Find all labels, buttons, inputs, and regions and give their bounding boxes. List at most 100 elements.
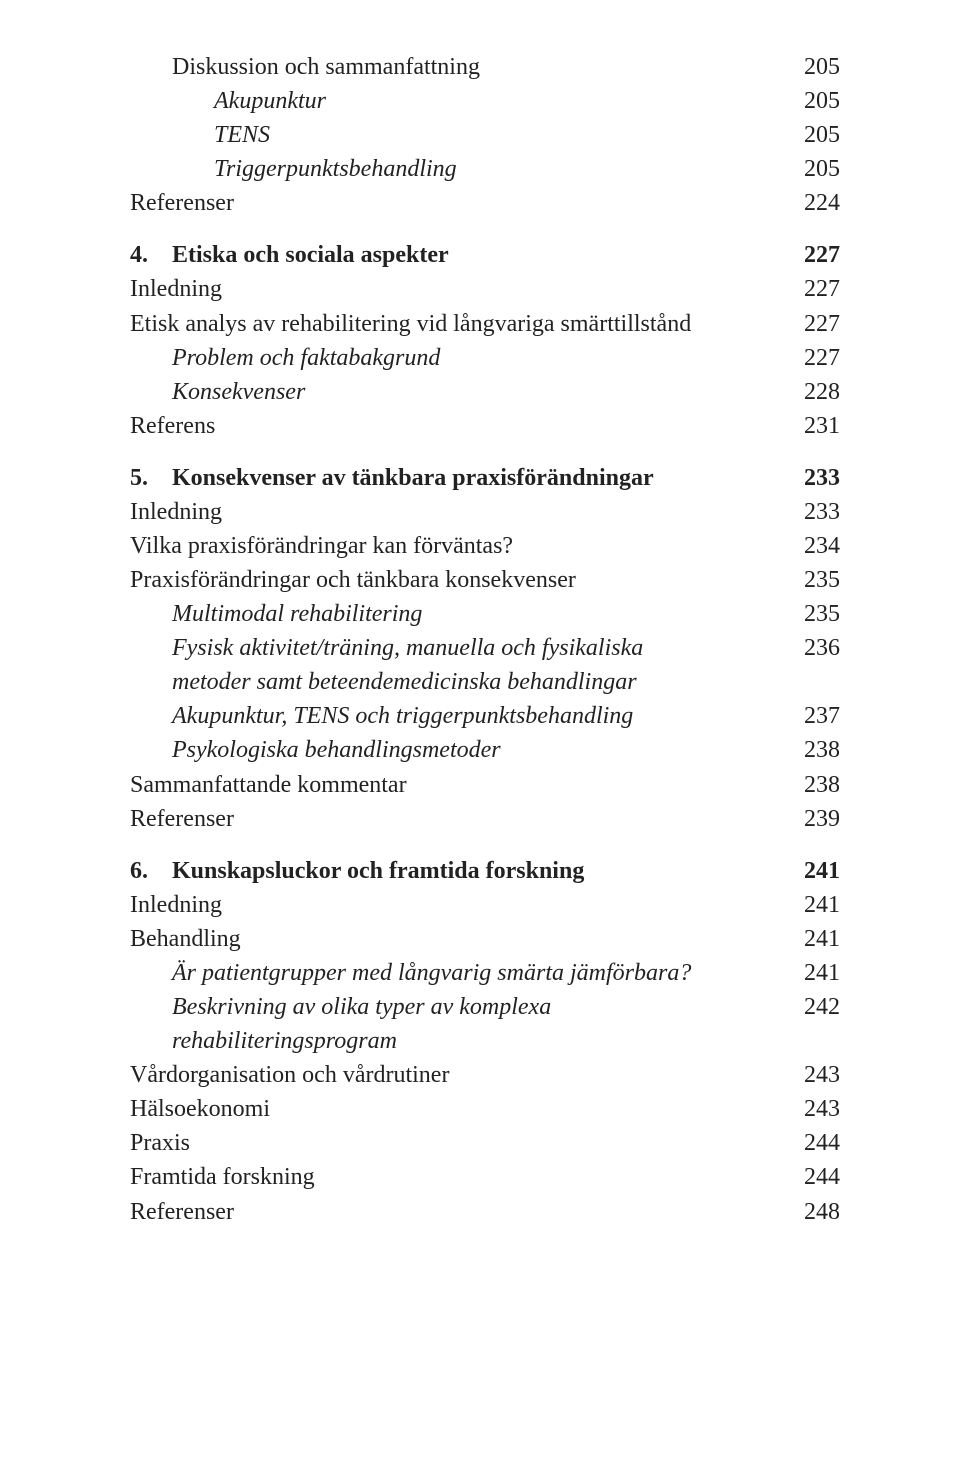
toc-page-number: 227 (780, 341, 840, 375)
toc-section-title: Konsekvenser av tänkbara praxisförändnin… (172, 461, 768, 495)
toc-page-number: 227 (780, 307, 840, 341)
toc-page-number: 227 (780, 238, 840, 272)
toc-entry-label: Fysisk aktivitet/träning, manuella och f… (130, 631, 780, 665)
toc-entry: Diskussion och sammanfattning205 (130, 50, 840, 84)
toc-section-title: Kunskapsluckor och framtida forskning (172, 854, 768, 888)
toc-page-number: 236 (780, 631, 840, 665)
toc-entry: Problem och faktabakgrund227 (130, 341, 840, 375)
toc-entry-label: Inledning (130, 888, 780, 922)
toc-page-number: 241 (780, 922, 840, 956)
toc-entry-label: Vårdorganisation och vårdrutiner (130, 1058, 780, 1092)
toc-entry-label: Referenser (130, 186, 780, 220)
toc-entry: Behandling241 (130, 922, 840, 956)
toc-page-number: 248 (780, 1195, 840, 1229)
toc-entry: Sammanfattande kommentar238 (130, 768, 840, 802)
toc-entry-label: Akupunktur (130, 84, 780, 118)
toc-page-number: 241 (780, 956, 840, 990)
toc-page-number: 224 (780, 186, 840, 220)
toc-entry: rehabiliteringsprogram (130, 1024, 840, 1058)
toc-entry-label: Sammanfattande kommentar (130, 768, 780, 802)
toc-entry-label: Referenser (130, 1195, 780, 1229)
toc-entry: Inledning241 (130, 888, 840, 922)
toc-page-number: 242 (780, 990, 840, 1024)
toc-page-number: 244 (780, 1126, 840, 1160)
section-gap (130, 836, 840, 854)
section-gap (130, 443, 840, 461)
toc-section-title: Etiska och sociala aspekter (172, 238, 768, 272)
toc-page-number: 235 (780, 563, 840, 597)
toc-section-number: 5. (130, 461, 172, 495)
toc-entry-label: Praxis (130, 1126, 780, 1160)
toc-entry: Etisk analys av rehabilitering vid långv… (130, 307, 840, 341)
toc-entry-label: Inledning (130, 272, 780, 306)
toc-page-number: 205 (780, 50, 840, 84)
toc-entry-label: Diskussion och sammanfattning (130, 50, 780, 84)
toc-entry: Akupunktur205 (130, 84, 840, 118)
toc-page-number: 234 (780, 529, 840, 563)
toc-page-number: 205 (780, 84, 840, 118)
toc-entry-label: Praxisförändringar och tänkbara konsekve… (130, 563, 780, 597)
toc-entry: Vilka praxisförändringar kan förväntas?2… (130, 529, 840, 563)
toc-page-number: 237 (780, 699, 840, 733)
toc-entry: Multimodal rehabilitering235 (130, 597, 840, 631)
toc-page-number: 244 (780, 1160, 840, 1194)
toc-entry: Referenser224 (130, 186, 840, 220)
toc-entry-label: Inledning (130, 495, 780, 529)
toc-entry-label: Akupunktur, TENS och triggerpunktsbehand… (130, 699, 780, 733)
toc-entry: Referenser239 (130, 802, 840, 836)
toc-page-number: 227 (780, 272, 840, 306)
toc-page-number: 243 (780, 1092, 840, 1126)
toc-page-number: 241 (780, 854, 840, 888)
toc-entry-label: Konsekvenser (130, 375, 780, 409)
toc-page-number: 233 (780, 461, 840, 495)
toc-entry: Framtida forskning244 (130, 1160, 840, 1194)
section-gap (130, 220, 840, 238)
toc-section-heading: 5.Konsekvenser av tänkbara praxisförändn… (130, 461, 840, 495)
toc-page-number: 228 (780, 375, 840, 409)
toc-entry-label: Beskrivning av olika typer av komplexa (130, 990, 780, 1024)
toc-page-number: 205 (780, 152, 840, 186)
toc-entry: Beskrivning av olika typer av komplexa24… (130, 990, 840, 1024)
toc-entry: Praxis244 (130, 1126, 840, 1160)
toc-page-number: 235 (780, 597, 840, 631)
toc-entry-label: Behandling (130, 922, 780, 956)
toc-entry-label: Vilka praxisförändringar kan förväntas? (130, 529, 780, 563)
toc-entry: Är patientgrupper med långvarig smärta j… (130, 956, 840, 990)
toc-page-number: 243 (780, 1058, 840, 1092)
toc-entry: Akupunktur, TENS och triggerpunktsbehand… (130, 699, 840, 733)
toc-entry-label: Hälsoekonomi (130, 1092, 780, 1126)
toc-entry: metoder samt beteendemedicinska behandli… (130, 665, 840, 699)
toc-entry: Psykologiska behandlingsmetoder238 (130, 733, 840, 767)
toc-entry: Triggerpunktsbehandling205 (130, 152, 840, 186)
toc-page-number: 233 (780, 495, 840, 529)
toc-entry: Inledning233 (130, 495, 840, 529)
toc-page-number: 238 (780, 768, 840, 802)
toc-entry: Hälsoekonomi243 (130, 1092, 840, 1126)
toc-entry: Konsekvenser228 (130, 375, 840, 409)
toc-entry: Praxisförändringar och tänkbara konsekve… (130, 563, 840, 597)
toc-section-heading: 6.Kunskapsluckor och framtida forskning 2… (130, 854, 840, 888)
toc-page-number: 241 (780, 888, 840, 922)
toc-entry-label: TENS (130, 118, 780, 152)
toc-page-number: 239 (780, 802, 840, 836)
table-of-contents: Diskussion och sammanfattning205Akupunkt… (130, 50, 840, 1229)
toc-entry-label: Problem och faktabakgrund (130, 341, 780, 375)
toc-entry-label: Referens (130, 409, 780, 443)
toc-entry-label: rehabiliteringsprogram (130, 1024, 780, 1058)
toc-entry: TENS205 (130, 118, 840, 152)
toc-entry-label: Triggerpunktsbehandling (130, 152, 780, 186)
toc-entry: Referens231 (130, 409, 840, 443)
toc-page-number: 231 (780, 409, 840, 443)
toc-entry: Vårdorganisation och vårdrutiner243 (130, 1058, 840, 1092)
toc-page-number: 205 (780, 118, 840, 152)
toc-entry-label: Etisk analys av rehabilitering vid långv… (130, 307, 780, 341)
toc-section-number: 6. (130, 854, 172, 888)
toc-entry-label: Är patientgrupper med långvarig smärta j… (130, 956, 780, 990)
toc-section-heading: 4.Etiska och sociala aspekter 227 (130, 238, 840, 272)
toc-section-number: 4. (130, 238, 172, 272)
toc-entry: Fysisk aktivitet/träning, manuella och f… (130, 631, 840, 665)
toc-entry: Referenser248 (130, 1195, 840, 1229)
toc-entry-label: Referenser (130, 802, 780, 836)
toc-entry: Inledning227 (130, 272, 840, 306)
toc-page-number: 238 (780, 733, 840, 767)
